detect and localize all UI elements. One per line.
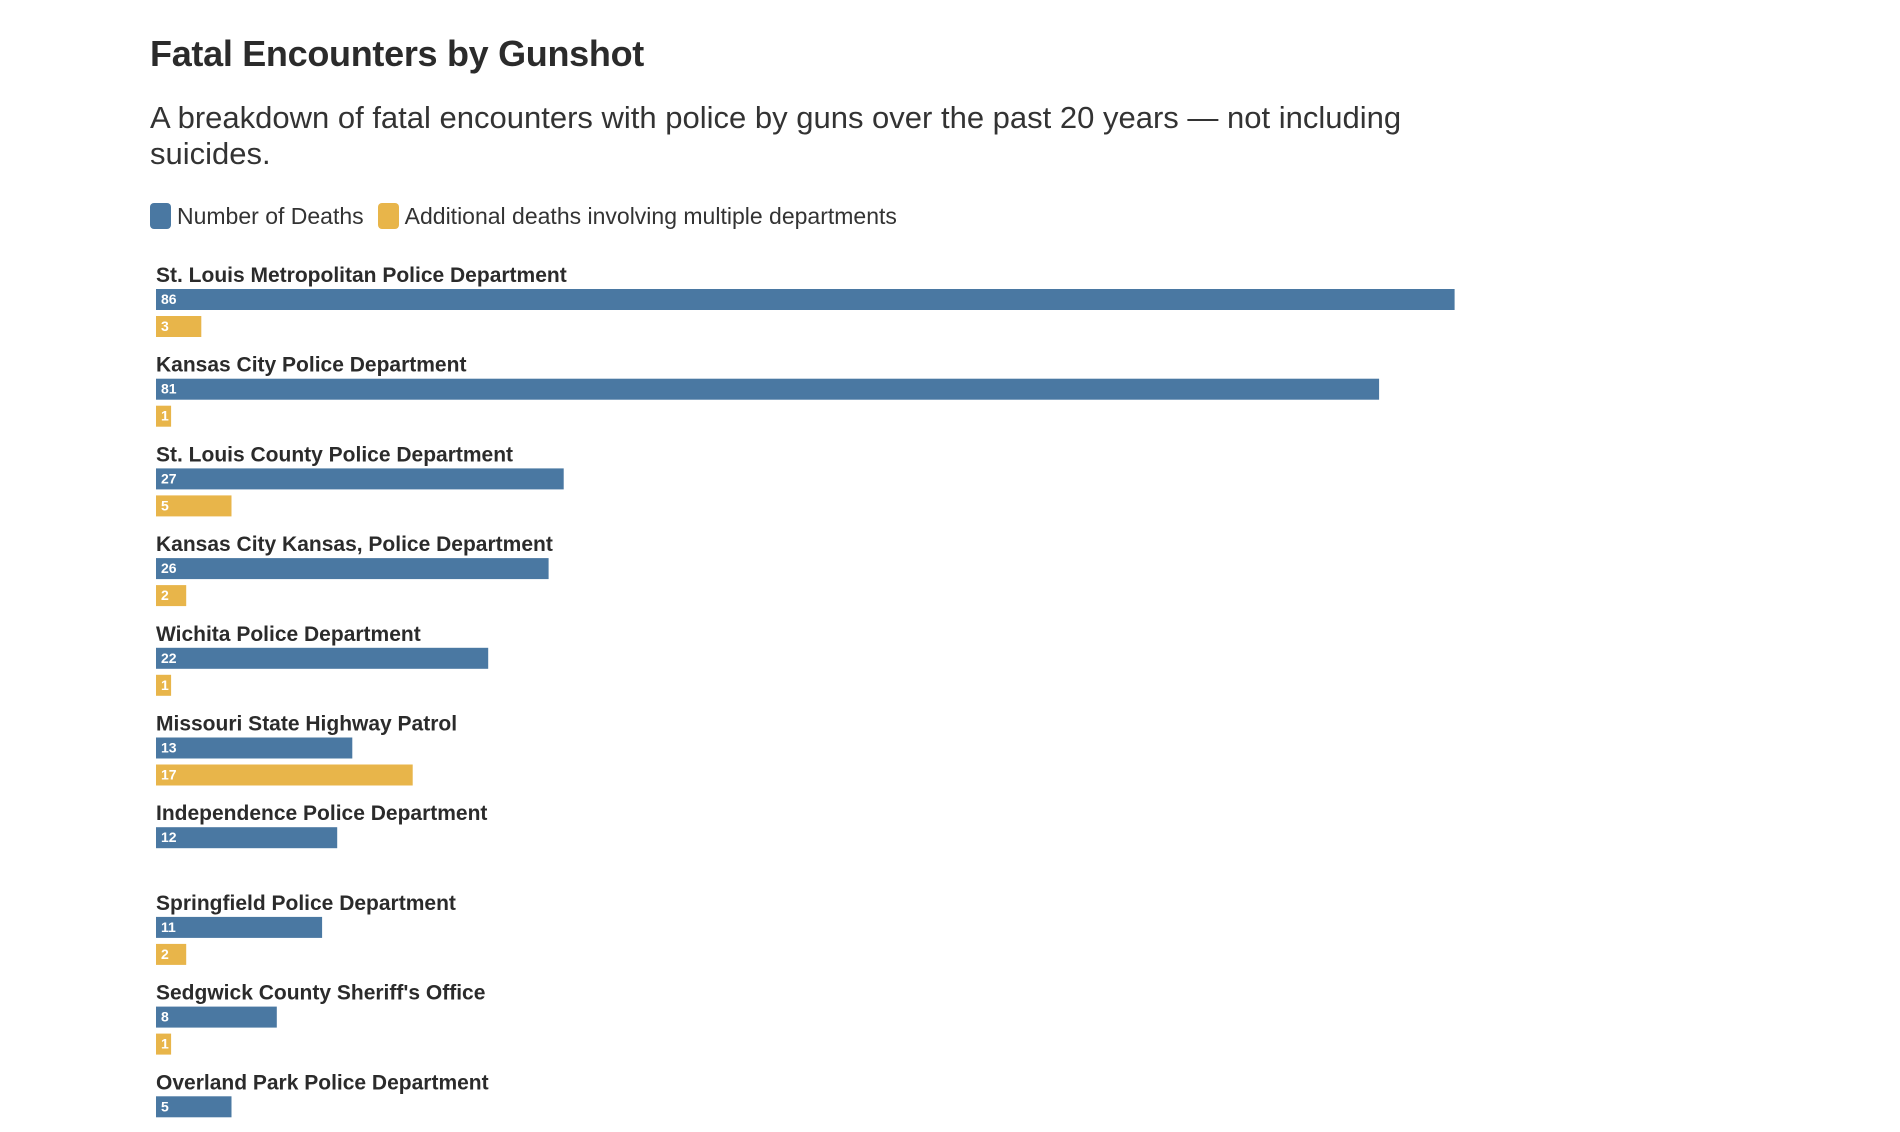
- bar-deaths-springfield-police-department: [156, 916, 323, 938]
- data-label-additional-kansas-city-kansas-police-department: 2: [161, 587, 169, 603]
- category-label-st-louis-metropolitan-police-department: St. Louis Metropolitan Police Department: [156, 264, 567, 287]
- data-label-additional-springfield-police-department: 2: [161, 946, 169, 962]
- bar-deaths-independence-police-department: [156, 827, 338, 849]
- legend-item-deaths: Number of Deaths: [150, 203, 364, 230]
- data-label-deaths-st-louis-metropolitan-police-department: 86: [161, 291, 177, 307]
- category-label-sedgwick-county-sheriff-s-office: Sedgwick County Sheriff's Office: [156, 982, 485, 1005]
- data-label-deaths-springfield-police-department: 11: [161, 919, 176, 935]
- bar-additional-st-louis-metropolitan-police-department: [156, 316, 202, 337]
- data-label-additional-sedgwick-county-sheriff-s-office: 1: [161, 1036, 169, 1052]
- bar-additional-sedgwick-county-sheriff-s-office: [156, 1033, 172, 1055]
- chart-container: Fatal Encounters by Gunshot A breakdown …: [150, 30, 1650, 232]
- legend-label-deaths: Number of Deaths: [177, 202, 364, 229]
- data-label-deaths-independence-police-department: 12: [161, 829, 177, 845]
- data-label-additional-wichita-police-department: 1: [161, 677, 169, 693]
- bar-deaths-wichita-police-department: [156, 647, 489, 669]
- category-label-wichita-police-department: Wichita Police Department: [156, 623, 421, 646]
- data-label-deaths-overland-park-police-department: 5: [161, 1098, 169, 1114]
- data-label-deaths-wichita-police-department: 22: [161, 650, 177, 666]
- legend-item-additional: Additional deaths involving multiple dep…: [377, 202, 897, 230]
- bar-additional-missouri-state-highway-patrol: [156, 764, 413, 786]
- category-label-overland-park-police-department: Overland Park Police Department: [156, 1071, 489, 1094]
- bar-additional-kansas-city-police-department: [156, 405, 172, 427]
- bar-deaths-missouri-state-highway-patrol: [156, 737, 353, 759]
- bar-deaths-st-louis-county-police-department: [156, 468, 564, 490]
- bar-additional-kansas-city-kansas-police-department: [156, 585, 187, 607]
- bar-deaths-st-louis-metropolitan-police-department: [156, 289, 1455, 310]
- data-label-deaths-kansas-city-police-department: 81: [161, 381, 177, 397]
- data-label-deaths-missouri-state-highway-patrol: 13: [161, 740, 177, 756]
- bar-deaths-sedgwick-county-sheriff-s-office: [156, 1006, 277, 1028]
- data-label-additional-st-louis-metropolitan-police-department: 3: [161, 318, 169, 334]
- data-label-additional-missouri-state-highway-patrol: 17: [161, 767, 177, 783]
- category-label-independence-police-department: Independence Police Department: [156, 802, 487, 825]
- data-label-deaths-sedgwick-county-sheriff-s-office: 8: [161, 1009, 169, 1025]
- category-label-springfield-police-department: Springfield Police Department: [156, 892, 456, 915]
- data-label-additional-kansas-city-police-department: 1: [161, 408, 169, 424]
- data-label-additional-st-louis-county-police-department: 5: [161, 497, 169, 513]
- legend-swatch-additional: [377, 203, 399, 229]
- data-label-deaths-kansas-city-kansas-police-department: 26: [161, 560, 177, 576]
- bar-deaths-kansas-city-kansas-police-department: [156, 558, 549, 580]
- bar-deaths-overland-park-police-department: [156, 1096, 232, 1118]
- category-label-missouri-state-highway-patrol: Missouri State Highway Patrol: [156, 713, 457, 736]
- category-label-st-louis-county-police-department: St. Louis County Police Department: [156, 443, 513, 466]
- bar-additional-wichita-police-department: [156, 674, 172, 696]
- chart-title: Fatal Encounters by Gunshot: [150, 33, 644, 74]
- legend: Number of Deaths Additional deaths invol…: [150, 200, 1650, 232]
- legend-swatch-deaths: [150, 203, 171, 229]
- bar-deaths-kansas-city-police-department: [156, 378, 1380, 400]
- chart-subtitle: A breakdown of fatal encounters with pol…: [150, 100, 1402, 171]
- bar-additional-springfield-police-department: [156, 943, 187, 965]
- data-label-deaths-st-louis-county-police-department: 27: [161, 470, 177, 486]
- category-label-kansas-city-police-department: Kansas City Police Department: [156, 354, 466, 377]
- legend-label-additional: Additional deaths involving multiple dep…: [404, 202, 897, 229]
- category-label-kansas-city-kansas-police-department: Kansas City Kansas, Police Department: [156, 533, 553, 556]
- bar-additional-st-louis-county-police-department: [156, 495, 232, 517]
